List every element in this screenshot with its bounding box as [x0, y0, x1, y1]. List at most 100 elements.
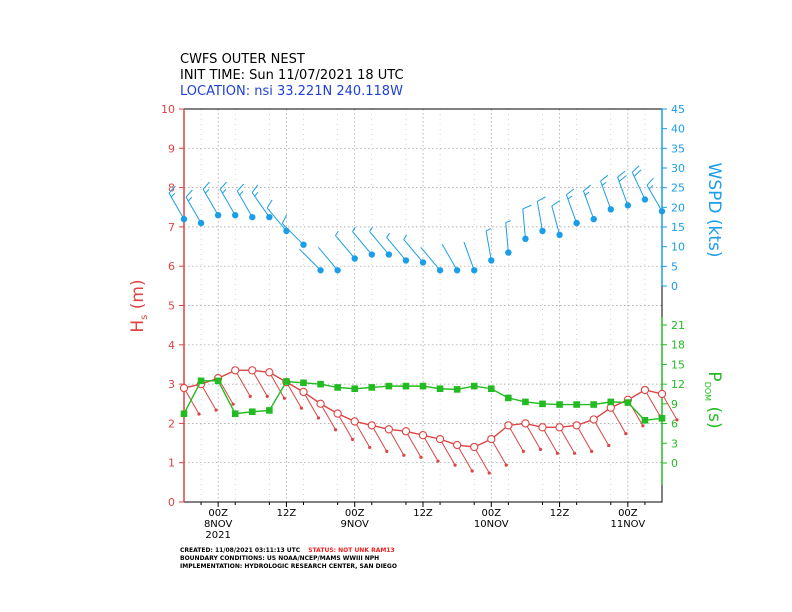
wspd-barb-half-feather — [369, 226, 373, 232]
hs-direction-stick — [439, 438, 456, 466]
footer-created: CREATED: 11/08/2021 03:11:13 UTC — [180, 547, 301, 554]
hs-point — [333, 409, 342, 418]
hs-label-main: H — [128, 320, 148, 333]
wspd-point — [334, 267, 341, 274]
wspd-barb-half-feather — [567, 195, 573, 200]
footer-created-line: CREATED: 11/08/2021 03:11:13 UTC STATUS:… — [180, 547, 395, 554]
hs-label-sub: s — [139, 315, 150, 320]
hs-direction-stick — [422, 434, 439, 462]
wspd-barb-feather — [583, 184, 592, 192]
hs-point — [435, 434, 445, 444]
pdom-tick-label: 15 — [671, 358, 685, 371]
hs-direction-tip — [572, 451, 577, 455]
pdom-axis-label-text: PDOM (s) — [703, 371, 724, 428]
wspd-barb-shaft — [236, 190, 253, 218]
hs-direction-stick — [490, 438, 507, 466]
wspd-point — [368, 251, 375, 258]
x-tick-label: 12Z — [277, 508, 297, 519]
wspd-barb-feather — [281, 214, 287, 224]
hs-direction-tip — [197, 412, 201, 416]
grid-lines — [184, 109, 662, 502]
wspd-tick-label: 25 — [671, 182, 685, 195]
wspd-barb-shaft — [281, 223, 304, 246]
wspd-barb-feather — [219, 181, 227, 190]
chart-header-model: CWFS OUTER NEST — [180, 52, 305, 67]
wspd-series — [168, 165, 666, 274]
wspd-barb-half-feather — [239, 190, 244, 196]
wspd-barb-shaft — [335, 235, 356, 259]
hs-point — [231, 366, 240, 375]
wspd-barb-feather — [633, 169, 642, 177]
pdom-label-sub: DOM — [703, 382, 712, 401]
wspd-barb-half-feather — [485, 228, 491, 232]
hs-point — [487, 434, 496, 444]
wspd-barb-half-feather — [222, 188, 227, 194]
hs-point — [504, 421, 513, 430]
hs-direction-stick — [303, 391, 319, 419]
pdom-tick-label: 18 — [671, 339, 685, 352]
hs-direction-tip — [351, 437, 355, 442]
wspd-barb-shaft — [403, 239, 424, 263]
wspd-barb-feather — [202, 181, 210, 190]
wspd-barb-feather — [266, 199, 273, 209]
wspd-barb-half-feather — [352, 226, 356, 232]
hs-direction-stick — [388, 429, 405, 456]
hs-direction-stick — [507, 425, 524, 452]
wspd-barb-half-feather — [601, 181, 607, 186]
wspd-barb-shaft — [565, 194, 578, 224]
wspd-point — [658, 208, 666, 215]
pdom-point — [590, 401, 598, 408]
x-tick-label: 00Z — [481, 508, 501, 519]
wspd-point — [624, 202, 632, 209]
pdom-point — [368, 384, 376, 391]
hs-point — [640, 385, 650, 395]
hs-direction-tip — [675, 418, 679, 422]
hs-point — [265, 368, 274, 377]
hs-axis-label: Hs (m) — [128, 279, 150, 332]
hs-direction-stick — [337, 413, 354, 440]
wspd-barb-feather — [631, 165, 640, 173]
wspd-barb-shaft — [202, 188, 219, 216]
x-tick-date-label: 8NOV — [204, 519, 233, 530]
wspd-barb-shaft — [646, 185, 663, 212]
hs-direction-tip — [504, 463, 508, 467]
pdom-point — [658, 415, 666, 422]
pdom-point — [248, 408, 256, 416]
pdom-point — [419, 382, 427, 390]
wspd-point — [385, 251, 393, 258]
pdom-point — [197, 377, 205, 385]
wspd-barb-half-feather — [584, 191, 590, 196]
hs-direction-stick — [285, 381, 302, 409]
pdom-series — [180, 377, 666, 424]
pdom-point — [231, 410, 239, 418]
wspd-tick-label: 0 — [671, 280, 678, 293]
pdom-point — [266, 407, 273, 414]
hs-tick-label: 7 — [168, 221, 175, 234]
wspd-barb-feather — [236, 183, 244, 192]
hs-direction-stick — [559, 427, 576, 454]
pdom-point — [607, 398, 615, 406]
pdom-tick-label: 21 — [671, 319, 685, 332]
hs-direction-tip — [231, 402, 235, 406]
hs-tick-label: 8 — [168, 182, 175, 195]
wspd-point — [419, 259, 427, 266]
wspd-point — [590, 215, 597, 223]
wspd-barb-shaft — [582, 190, 595, 220]
wspd-axis: 0 5 10 15 20 25 30 35 40 45 WSPD (kts) — [661, 103, 724, 293]
hs-tick-label: 4 — [168, 339, 175, 352]
wspd-tick-label: 15 — [671, 221, 685, 234]
hs-point — [299, 387, 308, 397]
wspd-tick-label: 40 — [671, 123, 685, 136]
wspd-point — [471, 267, 478, 274]
wspd-point — [436, 267, 444, 274]
hs-point — [384, 425, 394, 434]
wspd-point — [266, 213, 273, 221]
wspd-barb-shaft — [185, 196, 202, 224]
pdom-point — [402, 382, 410, 390]
x-tick-year-label: 2021 — [205, 530, 230, 541]
pdom-axis-label: PDOM (s) — [703, 371, 724, 428]
hs-direction-stick — [251, 370, 268, 397]
hs-point — [555, 423, 564, 432]
hs-direction-tip — [214, 408, 218, 412]
wspd-barb-shaft — [617, 177, 629, 206]
